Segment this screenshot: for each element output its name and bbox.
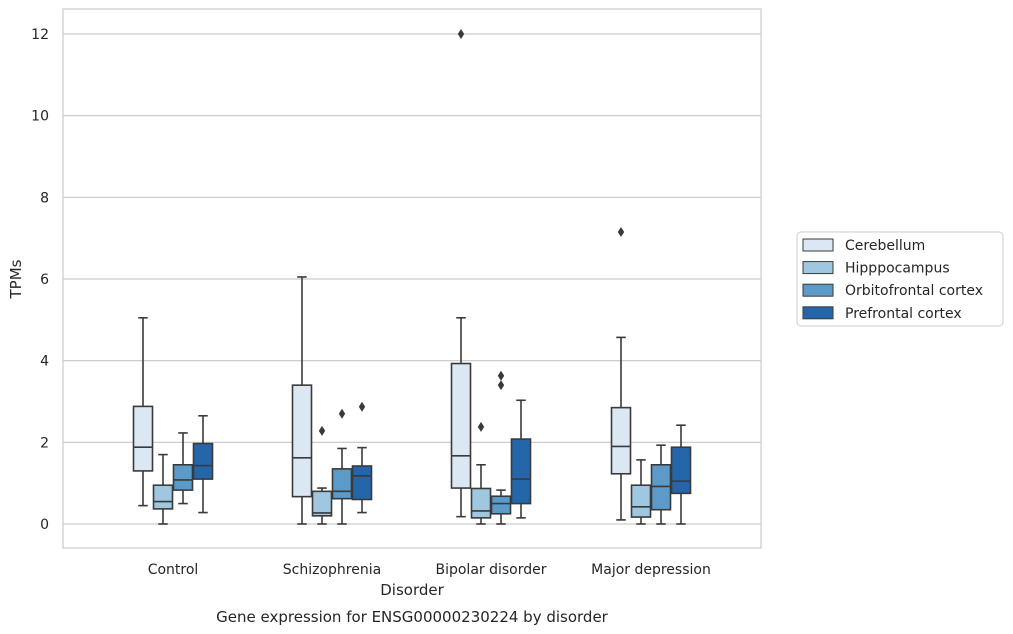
box-orbitofrontal-cortex	[331, 408, 353, 525]
x-axis-label: Disorder	[380, 581, 444, 599]
x-tick-label: Schizophrenia	[283, 562, 381, 578]
legend-label: Orbitofrontal cortex	[845, 283, 983, 299]
box-body	[311, 490, 333, 517]
outlier-point	[358, 401, 366, 412]
box-cerebellum	[291, 276, 313, 525]
box-hipppocampus	[630, 459, 652, 525]
box-cerebellum	[132, 316, 154, 507]
y-tick-label: 4	[40, 354, 49, 370]
box-hipppocampus	[311, 425, 333, 525]
box-plot-series	[132, 29, 692, 525]
y-axis-label: TPMs	[7, 259, 25, 299]
box-body	[351, 465, 373, 501]
box-body	[132, 405, 154, 472]
outlier-point	[318, 425, 326, 436]
box-prefrontal-cortex	[192, 414, 214, 514]
box-body	[470, 487, 492, 519]
box-body	[670, 446, 692, 495]
legend-label: Hipppocampus	[845, 261, 950, 277]
box-cerebellum	[610, 227, 632, 521]
x-tick-label: Control	[148, 562, 199, 578]
y-tick-label: 0	[40, 517, 49, 533]
box-body	[490, 495, 512, 515]
box-body	[610, 406, 632, 475]
y-tick-label: 2	[40, 435, 49, 451]
box-hipppocampus	[152, 453, 174, 525]
y-tick-label: 6	[40, 272, 49, 288]
legend-swatch	[802, 306, 834, 320]
box-prefrontal-cortex	[351, 401, 373, 514]
box-body	[510, 438, 532, 505]
y-tick-label: 8	[40, 190, 49, 206]
box-prefrontal-cortex	[510, 399, 532, 519]
y-tick-label: 12	[31, 27, 49, 43]
box-body	[450, 362, 472, 489]
outlier-point	[497, 380, 505, 391]
legend-frame	[796, 231, 1004, 327]
legend-label: Cerebellum	[845, 238, 925, 254]
legend-swatch	[802, 283, 834, 297]
outlier-point	[338, 408, 346, 419]
grid-lines	[63, 33, 761, 525]
x-tick-label: Major depression	[591, 562, 711, 578]
y-tick-labels: 0 2 4 6 8 10 12	[31, 27, 49, 533]
box-prefrontal-cortex	[670, 424, 692, 525]
box-body	[172, 463, 194, 491]
box-body	[650, 463, 672, 511]
box-body	[192, 442, 214, 480]
box-body	[152, 484, 174, 510]
legend-swatch	[802, 261, 834, 275]
legend-swatch	[802, 238, 834, 252]
x-tick-label: Bipolar disorder	[435, 562, 546, 578]
legend: Cerebellum Hipppocampus Orbitofrontal cort…	[796, 231, 1004, 327]
box-body	[331, 468, 353, 500]
figure-caption: Gene expression for ENSG00000230224 by d…	[216, 608, 609, 626]
y-tick-label: 10	[31, 109, 49, 125]
box-hipppocampus	[470, 421, 492, 525]
outlier-point	[497, 370, 505, 381]
outlier-point	[617, 227, 625, 238]
legend-label: Prefrontal cortex	[845, 306, 962, 322]
x-tick-labels: Control Schizophrenia Bipolar disorder Majo…	[148, 562, 711, 578]
box-orbitofrontal-cortex	[490, 370, 512, 525]
outlier-point	[477, 421, 485, 432]
box-orbitofrontal-cortex	[172, 432, 194, 505]
box-body	[630, 484, 652, 518]
plot-area-frame	[62, 8, 762, 549]
box-cerebellum	[450, 29, 472, 518]
box-orbitofrontal-cortex	[650, 444, 672, 525]
box-body	[291, 384, 313, 498]
outlier-point	[457, 29, 465, 39]
